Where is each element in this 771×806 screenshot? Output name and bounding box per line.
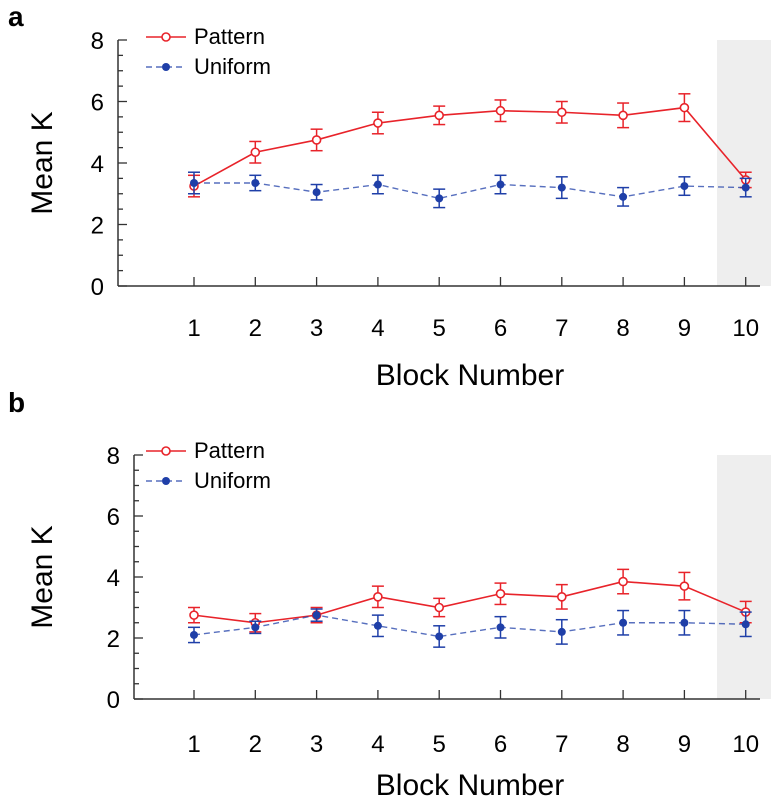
shaded-region [717,40,771,286]
x-tick-label: 8 [616,731,629,758]
x-tick-label: 7 [555,731,568,758]
data-point [496,623,505,632]
data-point [619,192,628,201]
data-point [495,588,506,599]
y-tick-label: 0 [107,687,120,714]
x-tick-label: 9 [678,315,691,342]
legend-label-uniform: Uniform [194,468,271,493]
y-tick-label: 4 [107,565,120,592]
data-point [251,623,260,632]
data-point [556,107,567,118]
data-point [435,632,444,641]
data-point [679,102,690,113]
x-tick-label: 10 [732,731,759,758]
data-point [311,135,322,145]
data-point [679,581,690,591]
data-point [557,183,566,192]
data-point [496,180,505,189]
chart-panel-a: a 0 2 4 6 8 1 2 3 4 5 6 7 8 9 10 Block Number Mean K Patte… [8,1,771,392]
data-point [250,147,261,158]
x-tick-label: 10 [732,315,759,342]
panel-label: b [8,387,25,418]
y-axis-title: Mean K [26,111,59,214]
x-tick-label: 3 [310,315,323,342]
y-tick-label: 4 [91,151,104,178]
data-point [495,105,506,116]
data-point [435,194,444,203]
legend-label-pattern: Pattern [194,438,265,463]
data-point [373,592,383,602]
x-tick-label: 5 [433,731,446,758]
data-point [190,630,198,639]
data-point [557,627,566,636]
data-point [618,576,628,587]
data-point [556,592,567,602]
shaded-region [717,455,771,699]
legend-marker-pattern [161,446,171,456]
x-tick-label: 7 [555,315,568,342]
x-tick-label: 5 [433,315,446,342]
y-tick-label: 2 [91,213,104,240]
y-tick-label: 0 [91,274,104,301]
data-point [741,620,750,629]
series-pattern: Pattern [146,24,752,198]
x-tick-label: 8 [616,315,629,342]
x-tick-label: 1 [187,731,200,758]
data-point [373,180,382,189]
data-point [619,618,628,627]
x-tick-label: 2 [249,315,262,342]
data-point [618,110,628,121]
data-point [312,611,321,620]
x-tick-label: 4 [371,315,384,342]
data-point [373,118,383,128]
x-tick-label: 6 [494,315,507,342]
y-tick-label: 8 [107,443,120,470]
y-tick-label: 6 [91,90,104,117]
x-tick-label: 4 [371,731,384,758]
legend-marker-uniform [162,477,170,485]
data-point [190,178,198,187]
data-point [434,110,445,121]
data-point [680,618,689,627]
y-tick-label: 2 [107,626,120,653]
data-point [373,621,382,630]
x-tick-label: 3 [310,731,323,758]
legend-marker-pattern [161,32,171,42]
x-tick-label: 9 [678,731,691,758]
x-tick-label: 2 [249,731,262,758]
legend-label-pattern: Pattern [194,24,265,49]
x-axis-title: Block Number [376,769,564,802]
series-line-uniform [193,614,746,638]
series-uniform: Uniform [146,468,752,648]
series-line-pattern [193,106,747,187]
y-tick-label: 8 [91,28,104,55]
y-axis-title: Mean K [26,525,59,628]
data-point [312,188,321,197]
series-pattern: Pattern [146,438,752,633]
y-tick-label: 6 [107,504,120,531]
legend-label-uniform: Uniform [194,54,271,79]
x-tick-label: 1 [187,315,200,342]
chart-panel-b: b 0 2 4 6 8 1 2 3 4 5 6 7 8 9 10 Block Number Mean K Patte… [8,387,771,802]
x-tick-label: 6 [494,731,507,758]
data-point [680,182,689,191]
data-point [189,610,199,620]
data-point [251,178,260,187]
series-uniform: Uniform [146,54,752,209]
legend-marker-uniform [162,63,170,71]
data-point [741,183,750,192]
series-line-pattern [193,580,747,624]
panel-label: a [8,1,24,32]
x-axis-title: Block Number [376,359,564,392]
series-line-uniform [194,182,746,200]
data-point [434,602,445,613]
